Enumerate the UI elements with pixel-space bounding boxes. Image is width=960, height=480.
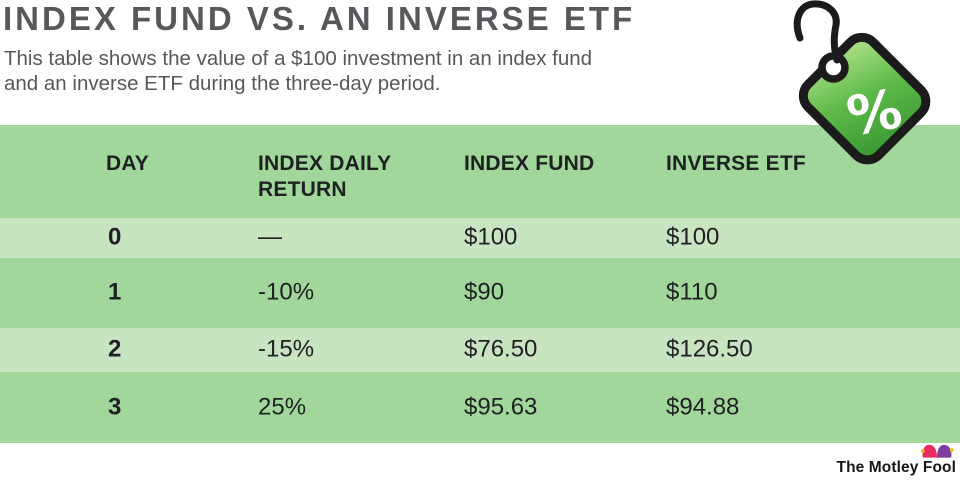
subtitle-line-1: This table shows the value of a $100 inv…	[4, 47, 593, 70]
cell-inverse-etf: $100	[666, 223, 720, 251]
cell-inverse-etf: $126.50	[666, 335, 753, 363]
motley-fool-logo: The Motley Fool	[837, 442, 956, 476]
table-header-row: DAY INDEX DAILY RETURN INDEX FUND INVERS…	[0, 125, 960, 218]
column-header-index-daily-return: INDEX DAILY RETURN	[258, 152, 391, 201]
cell-index-daily-return: -15%	[258, 335, 315, 363]
cell-inverse-etf: $94.88	[666, 392, 740, 420]
cell-day: 0	[108, 223, 122, 251]
cell-index-fund: $95.63	[464, 392, 538, 420]
column-header-index-fund: INDEX FUND	[464, 152, 595, 175]
cell-index-fund: $90	[464, 278, 505, 306]
cell-index-daily-return: 25%	[258, 392, 307, 420]
cell-index-daily-return: —	[258, 223, 282, 251]
column-header-day: DAY	[106, 152, 150, 175]
cell-inverse-etf: $110	[666, 278, 718, 306]
cell-index-daily-return: -10%	[258, 278, 315, 306]
page-title: INDEX FUND VS. AN INVERSE ETF	[3, 0, 636, 37]
tag-string	[793, 0, 841, 64]
subtitle-line-2: and an inverse ETF during the three-day …	[4, 72, 441, 95]
cell-day: 2	[108, 335, 122, 363]
cell-index-fund: $100	[464, 223, 518, 251]
table-row-day-1: 1 -10% $90 $110	[0, 258, 960, 328]
cell-index-fund: $76.50	[464, 335, 538, 363]
table-row-day-3: 3 25% $95.63 $94.88	[0, 372, 960, 443]
comparison-table: DAY INDEX DAILY RETURN INDEX FUND INVERS…	[0, 125, 960, 443]
cell-day: 3	[108, 392, 122, 420]
column-header-inverse-etf: INVERSE ETF	[666, 152, 806, 175]
subtitle: This table shows the value of a $100 inv…	[4, 46, 592, 96]
table-row-day-2: 2 -15% $76.50 $126.50	[0, 328, 960, 372]
cell-day: 1	[108, 278, 122, 306]
tag-hole	[818, 52, 849, 83]
logo-text: The Motley Fool	[836, 459, 956, 476]
jester-cap-icon	[920, 444, 954, 458]
table-row-day-0: 0 — $100 $100	[0, 218, 960, 258]
